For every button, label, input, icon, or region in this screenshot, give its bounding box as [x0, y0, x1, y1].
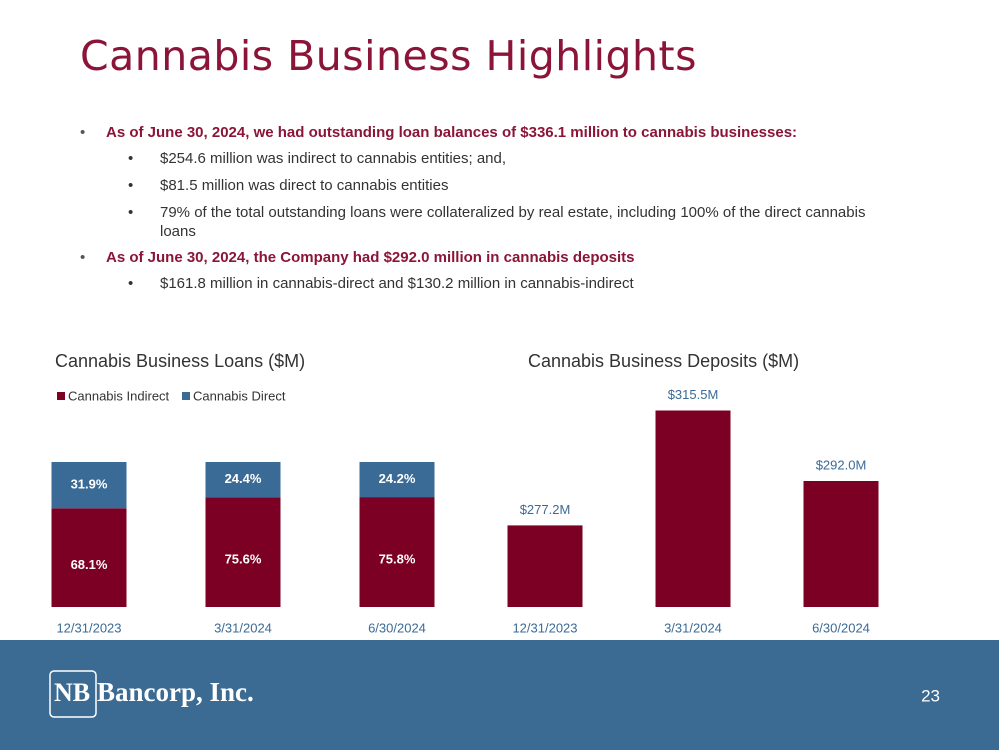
value-label: 31.9%	[71, 477, 108, 492]
legend-label: Cannabis Indirect	[68, 388, 170, 403]
x-tick-label: 6/30/2024	[812, 620, 870, 635]
bar-segment	[359, 497, 435, 607]
sub-bullet: 79% of the total outstanding loans were …	[80, 203, 880, 241]
legend-label: Cannabis Direct	[193, 388, 286, 403]
bar	[507, 525, 583, 607]
x-tick-label: 12/31/2023	[512, 620, 577, 635]
bar-segment	[51, 508, 127, 607]
bullet: As of June 30, 2024, the Company had $29…	[80, 249, 900, 266]
value-label: 24.4%	[225, 471, 262, 486]
bar-segment	[359, 462, 435, 498]
value-label: $315.5M	[668, 387, 719, 402]
x-tick-label: 3/31/2024	[664, 620, 722, 635]
bar-segment	[51, 462, 127, 509]
bar	[655, 410, 731, 607]
x-tick-label: 3/31/2024	[214, 620, 272, 635]
logo-text: Bancorp, Inc.	[97, 677, 254, 707]
slide-title: Cannabis Business Highlights	[80, 32, 697, 80]
bullet: As of June 30, 2024, we had outstanding …	[80, 124, 900, 141]
sub-bullet: $254.6 million was indirect to cannabis …	[80, 149, 880, 168]
x-tick-label: 12/31/2023	[56, 620, 121, 635]
value-label: 68.1%	[71, 557, 108, 572]
logo-box	[49, 670, 97, 718]
bullet-list: As of June 30, 2024, we had outstanding …	[80, 124, 900, 301]
logo-mark: NB	[54, 678, 90, 707]
value-label: 75.6%	[225, 552, 262, 567]
chart-title: Cannabis Business Loans ($M)	[55, 351, 305, 371]
footer-band	[0, 640, 999, 750]
page-number: 23	[921, 686, 940, 705]
value-label: $292.0M	[816, 457, 867, 472]
bar-segment	[205, 462, 281, 498]
value-label: $277.2M	[520, 502, 571, 517]
x-tick-label: 6/30/2024	[368, 620, 426, 635]
legend-swatch	[57, 392, 65, 400]
value-label: 75.8%	[379, 551, 416, 566]
sub-bullet: $161.8 million in cannabis-direct and $1…	[80, 274, 880, 293]
legend-swatch	[182, 392, 190, 400]
bar	[803, 481, 879, 607]
bar-segment	[205, 497, 281, 607]
value-label: 24.2%	[379, 471, 416, 486]
chart-title: Cannabis Business Deposits ($M)	[528, 351, 799, 371]
sub-bullet: $81.5 million was direct to cannabis ent…	[80, 176, 880, 195]
